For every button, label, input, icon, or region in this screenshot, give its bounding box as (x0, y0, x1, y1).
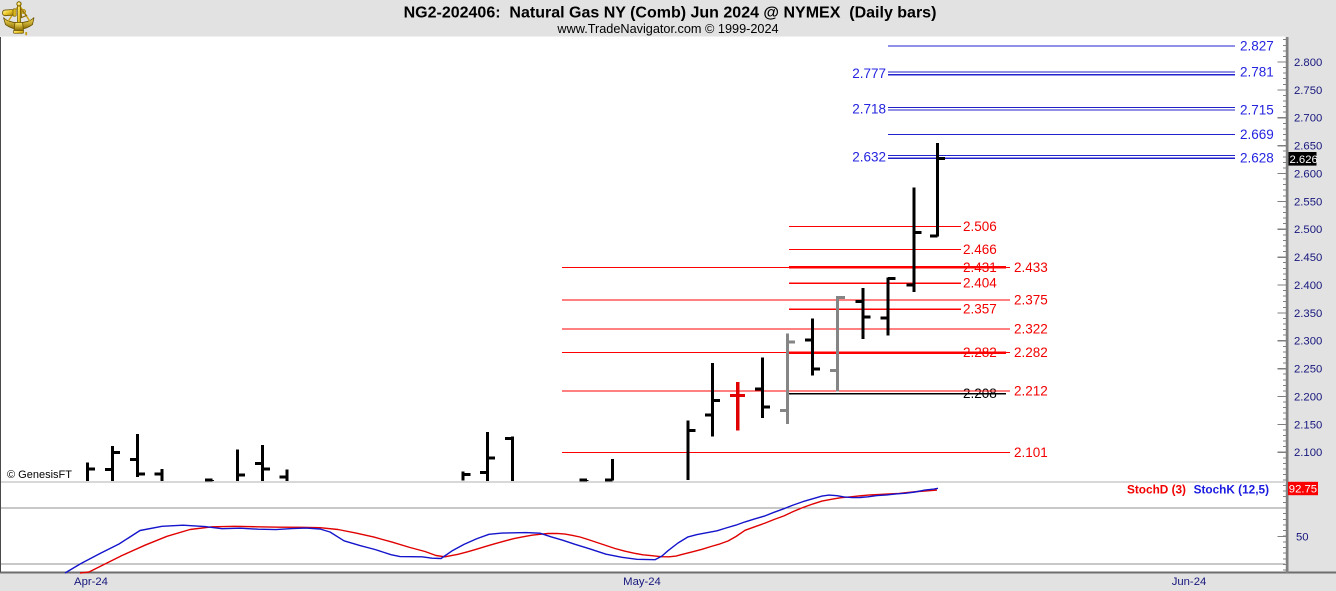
svg-text:2.750: 2.750 (1294, 85, 1322, 97)
svg-text:2.466: 2.466 (963, 242, 997, 257)
svg-text:2.550: 2.550 (1294, 196, 1322, 208)
svg-text:2.715: 2.715 (1240, 102, 1274, 117)
svg-text:2.101: 2.101 (1014, 445, 1048, 460)
svg-text:2.322: 2.322 (1014, 321, 1048, 336)
svg-text:2.632: 2.632 (852, 150, 886, 165)
svg-text:May-24: May-24 (623, 576, 661, 588)
svg-text:50: 50 (1296, 532, 1309, 544)
svg-text:2.404: 2.404 (963, 276, 997, 291)
svg-text:2.150: 2.150 (1294, 419, 1322, 431)
svg-text:2.400: 2.400 (1294, 280, 1322, 292)
svg-text:2.100: 2.100 (1294, 447, 1322, 459)
svg-text:2.700: 2.700 (1294, 113, 1322, 125)
svg-text:NG2-202406: Natural Gas NY (C: NG2-202406: Natural Gas NY (Comb) Jun 20… (404, 5, 937, 22)
svg-text:Jun-24: Jun-24 (1172, 576, 1207, 588)
svg-text:2.800: 2.800 (1294, 57, 1322, 69)
svg-text:© GenesisFT: © GenesisFT (7, 469, 72, 481)
svg-text:www.TradeNavigator.com © 1999-: www.TradeNavigator.com © 1999-2024 (556, 22, 778, 36)
svg-text:2.375: 2.375 (1014, 292, 1048, 307)
svg-text:2.500: 2.500 (1294, 224, 1322, 236)
svg-text:2.718: 2.718 (852, 101, 886, 116)
svg-text:2.200: 2.200 (1294, 392, 1322, 404)
svg-text:2.212: 2.212 (1014, 383, 1048, 398)
svg-text:2.350: 2.350 (1294, 308, 1322, 320)
svg-text:2.506: 2.506 (963, 219, 997, 234)
svg-text:StochD (3): StochD (3) (1127, 483, 1186, 497)
svg-text:2.650: 2.650 (1294, 141, 1322, 153)
svg-text:2.628: 2.628 (1240, 151, 1274, 166)
svg-text:2.250: 2.250 (1294, 364, 1322, 376)
svg-text:2.357: 2.357 (963, 302, 997, 317)
svg-text:2.450: 2.450 (1294, 252, 1322, 264)
svg-text:2.669: 2.669 (1240, 127, 1274, 142)
svg-text:2.300: 2.300 (1294, 336, 1322, 348)
svg-text:2.600: 2.600 (1294, 169, 1322, 181)
svg-text:2.777: 2.777 (852, 66, 886, 81)
svg-text:92.75: 92.75 (1289, 484, 1317, 496)
svg-text:2.827: 2.827 (1240, 39, 1274, 54)
svg-text:2.781: 2.781 (1240, 64, 1274, 79)
svg-text:Apr-24: Apr-24 (74, 576, 108, 588)
svg-text:2.433: 2.433 (1014, 260, 1048, 275)
svg-text:2.626: 2.626 (1290, 154, 1318, 166)
svg-text:2.282: 2.282 (1014, 345, 1048, 360)
svg-text:StochK (12,5): StochK (12,5) (1194, 483, 1269, 497)
